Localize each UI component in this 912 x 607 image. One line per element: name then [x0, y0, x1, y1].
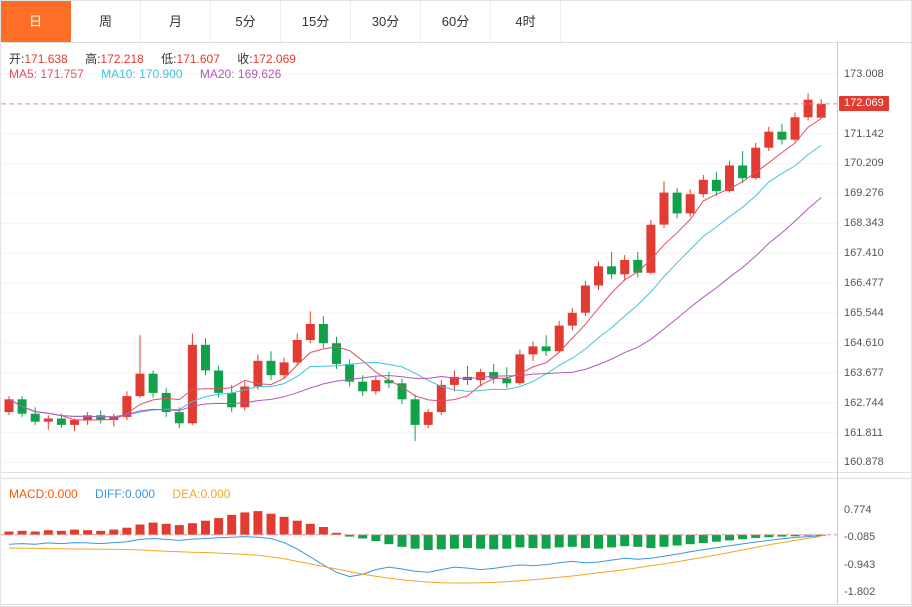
ohlc-info-row: 开:171.638 高:172.218 低:171.607 收:172.069 [9, 50, 310, 67]
macd-axis-tick: -1.802 [844, 585, 876, 598]
high-label: 高: [85, 52, 101, 66]
macd-axis: 0.774 -0.085 -0.943 -1.802 [838, 479, 911, 604]
price-axis-tick: 163.677 [844, 366, 884, 379]
dea-pair: DEA:0.000 [172, 487, 230, 501]
close-value: 172.069 [252, 52, 296, 66]
ma20-pair: MA20: 169.626 [200, 67, 281, 81]
price-axis-tick: 164.610 [844, 336, 884, 349]
macd-axis-tick: -0.943 [844, 558, 876, 571]
price-axis-tick: 162.744 [844, 396, 884, 409]
ma20-label: MA20: [199, 67, 235, 81]
tab-30min[interactable]: 30分 [351, 1, 421, 42]
price-axis-tick: 165.544 [844, 306, 884, 319]
ma10-pair: MA10: 170.900 [101, 67, 182, 81]
current-price-badge: 172.069 [839, 95, 889, 111]
ma5-pair: MA5: 171.757 [9, 67, 84, 81]
tab-5min[interactable]: 5分 [211, 1, 281, 42]
price-axis-tick: 168.343 [844, 217, 884, 230]
macd-value: 0.000 [47, 487, 78, 501]
tab-15min[interactable]: 15分 [281, 1, 351, 42]
price-axis-tick: 166.477 [844, 277, 884, 290]
open-label: 开: [9, 52, 25, 66]
price-axis-tick: 167.410 [844, 247, 884, 260]
price-axis-tick: 161.811 [844, 426, 883, 439]
open-pair: 开:171.638 [9, 52, 68, 66]
timeframe-tabbar: 日 周 月 5分 15分 30分 60分 4时 [1, 1, 911, 43]
diff-pair: DIFF:0.000 [95, 487, 155, 501]
dea-label: DEA: [172, 487, 201, 501]
low-pair: 低:171.607 [161, 52, 220, 66]
tab-60min[interactable]: 60分 [421, 1, 491, 42]
tab-month[interactable]: 月 [141, 1, 211, 42]
tab-week[interactable]: 周 [71, 1, 141, 42]
ma20-value: 169.626 [237, 67, 282, 81]
macd-label: MACD: [9, 487, 48, 501]
price-axis-tick: 173.008 [844, 67, 884, 80]
price-axis-tick: 160.878 [844, 456, 884, 469]
high-value: 172.218 [100, 52, 144, 66]
ma5-label: MA5: [9, 67, 38, 81]
dea-value: 0.000 [200, 487, 231, 501]
price-axis-tick: 171.142 [844, 127, 884, 140]
macd-bottom-border [1, 604, 911, 605]
diff-label: DIFF: [95, 487, 126, 501]
close-label: 收: [237, 52, 253, 66]
diff-value: 0.000 [125, 487, 156, 501]
ma5-value: 171.757 [40, 67, 84, 81]
ma10-label: MA10: [101, 67, 136, 81]
axis-vertical-line [837, 42, 838, 604]
ma-info-row: MA5: 171.757 MA10: 170.900 MA20: 169.626 [9, 67, 295, 81]
macd-axis-tick: 0.774 [844, 504, 872, 517]
low-label: 低: [161, 52, 177, 66]
price-axis-tick: 170.209 [844, 157, 884, 170]
tab-4hour[interactable]: 4时 [491, 1, 561, 42]
macd-chart-canvas[interactable] [1, 479, 838, 604]
low-value: 171.607 [176, 52, 220, 66]
panel-divider-top [1, 472, 911, 473]
price-axis: 173.008 171.142 170.209 169.276 168.343 167.4… [838, 42, 911, 473]
tab-day[interactable]: 日 [1, 1, 71, 42]
high-pair: 高:172.218 [85, 52, 144, 66]
price-axis-tick: 169.276 [844, 187, 884, 200]
macd-pair: MACD:0.000 [9, 487, 78, 501]
ma10-value: 170.900 [139, 67, 183, 81]
macd-axis-tick: -0.085 [844, 531, 876, 544]
close-pair: 收:172.069 [237, 52, 296, 66]
price-chart-canvas[interactable] [1, 42, 838, 473]
panel-divider-bottom [1, 478, 911, 479]
open-value: 171.638 [24, 52, 68, 66]
macd-info-row: MACD:0.000 DIFF:0.000 DEA:0.000 [9, 487, 244, 501]
